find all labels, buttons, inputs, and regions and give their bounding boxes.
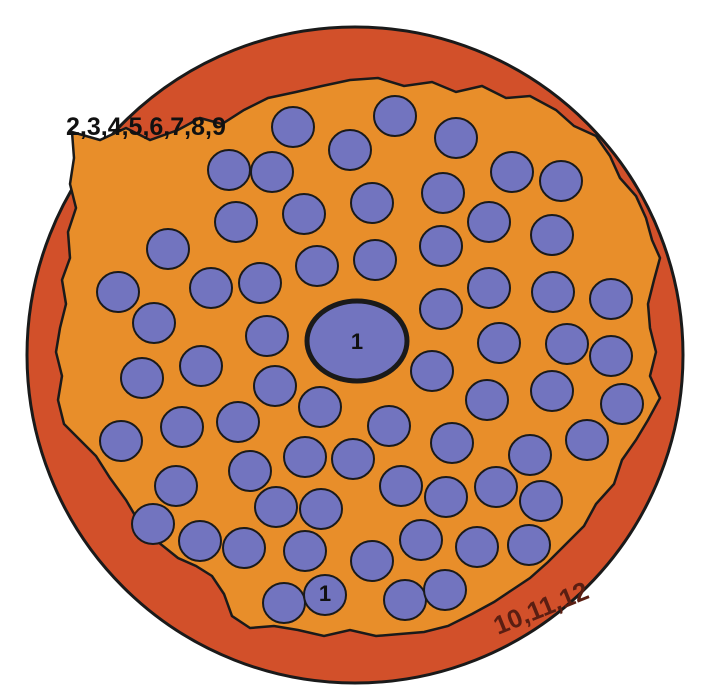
- particle: [253, 365, 297, 407]
- particle: [519, 480, 563, 522]
- particle: [410, 350, 454, 392]
- particle: [477, 322, 521, 364]
- particle: [530, 214, 574, 256]
- particle: [419, 288, 463, 330]
- label-group-top-left: 2,3,4,5,6,7,8,9: [66, 113, 226, 141]
- particle: [120, 357, 164, 399]
- particle: [530, 370, 574, 412]
- particle: [207, 149, 251, 191]
- particle: [490, 151, 534, 193]
- particle: [373, 95, 417, 137]
- particle: [245, 315, 289, 357]
- particle: [423, 569, 467, 611]
- particle: [254, 486, 298, 528]
- particle: [283, 530, 327, 572]
- particle: [383, 579, 427, 621]
- particle: [399, 519, 443, 561]
- particle: [367, 405, 411, 447]
- particle: [178, 520, 222, 562]
- particle: [467, 267, 511, 309]
- particle: [350, 182, 394, 224]
- particle: [271, 106, 315, 148]
- particle: [508, 434, 552, 476]
- particle: [132, 302, 176, 344]
- particle: [228, 450, 272, 492]
- particle: [96, 271, 140, 313]
- particle: [455, 526, 499, 568]
- particle: [589, 278, 633, 320]
- particle: [146, 228, 190, 270]
- particle: [350, 540, 394, 582]
- particle: [421, 172, 465, 214]
- central-particle-label: 1: [351, 329, 363, 354]
- particle: [434, 117, 478, 159]
- particle: [507, 524, 551, 566]
- particle: [238, 262, 282, 304]
- particle: [283, 436, 327, 478]
- particle: [379, 465, 423, 507]
- bottom-particle-label: 1: [319, 581, 331, 606]
- particle: [262, 582, 306, 624]
- particle: [474, 466, 518, 508]
- particle: [222, 527, 266, 569]
- central-particle: [304, 298, 410, 384]
- particle: [430, 422, 474, 464]
- particle: [282, 193, 326, 235]
- particle: [179, 345, 223, 387]
- particle: [250, 151, 294, 193]
- particle: [353, 239, 397, 281]
- particle: [160, 406, 204, 448]
- particle: [565, 419, 609, 461]
- particle: [295, 245, 339, 287]
- particle: [189, 267, 233, 309]
- particle: [539, 160, 583, 202]
- particle: [465, 379, 509, 421]
- particle: [531, 271, 575, 313]
- particle: [545, 323, 589, 365]
- particle: [299, 488, 343, 530]
- particle: [131, 503, 175, 545]
- particle: [216, 401, 260, 443]
- particle: [589, 335, 633, 377]
- particle: [600, 383, 644, 425]
- particle: [303, 574, 347, 616]
- particle: [331, 438, 375, 480]
- particle: [99, 420, 143, 462]
- particle: [298, 386, 342, 428]
- particle: [424, 476, 468, 518]
- particle: [214, 201, 258, 243]
- particle: [419, 225, 463, 267]
- particles-group: [96, 95, 644, 624]
- particle: [328, 129, 372, 171]
- particle: [467, 201, 511, 243]
- particle: [154, 465, 198, 507]
